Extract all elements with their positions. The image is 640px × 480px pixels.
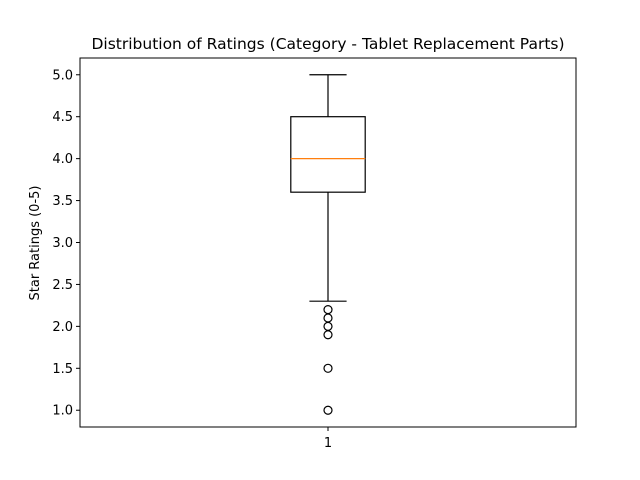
plot-frame [79, 57, 577, 428]
outlier-point [323, 405, 333, 415]
x-tick-label: 1 [324, 436, 332, 451]
y-tick-label: 4.5 [52, 110, 73, 125]
y-tick-label: 1.0 [52, 404, 73, 419]
chart-title: Distribution of Ratings (Category - Tabl… [91, 35, 564, 53]
outlier-point [323, 363, 333, 373]
y-tick-label: 3.5 [52, 194, 73, 209]
y-tick-label: 4.0 [52, 152, 73, 167]
y-tick-label: 5.0 [52, 68, 73, 83]
outlier-point [323, 330, 333, 340]
y-tick-label: 3.0 [52, 236, 73, 251]
y-axis-label: Star Ratings (0-5) [28, 186, 43, 301]
plot-area: 1.0 1.5 2.0 2.5 3.0 3.5 4.0 4.5 5.0 1 [52, 68, 366, 451]
y-tick-label: 1.5 [52, 362, 73, 377]
y-tick-label: 2.5 [52, 278, 73, 293]
iqr-box [290, 116, 366, 193]
y-tick-label: 2.0 [52, 320, 73, 335]
